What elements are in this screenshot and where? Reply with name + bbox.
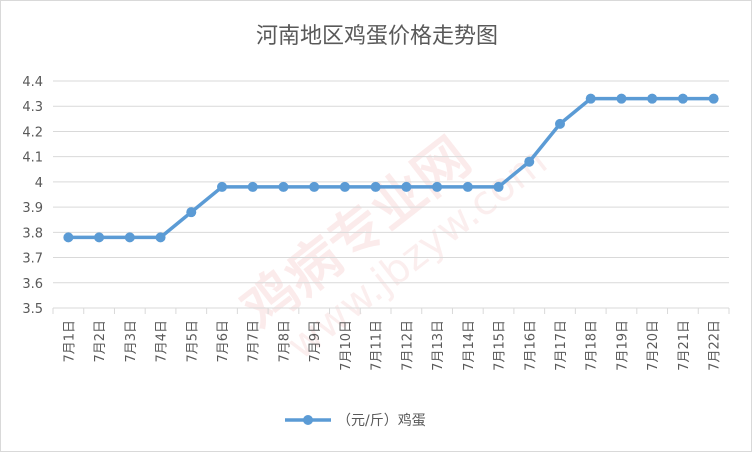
data-point [555, 118, 565, 129]
data-point [585, 93, 596, 104]
y-tick-label: 3.7 [22, 252, 43, 267]
x-tick-label: 7月2日 [93, 320, 108, 363]
x-tick-label: 7月8日 [277, 320, 292, 363]
data-point [524, 156, 535, 167]
legend-marker [303, 415, 313, 425]
data-point [155, 232, 166, 243]
data-point [186, 207, 197, 218]
y-tick-label: 3.8 [22, 226, 43, 241]
data-point [63, 232, 74, 243]
x-tick-label: 7月19日 [615, 320, 630, 371]
y-tick-label: 4.4 [22, 75, 43, 90]
x-tick-label: 7月5日 [185, 320, 200, 363]
data-point [462, 181, 473, 192]
x-tick-label: 7月22日 [708, 320, 723, 371]
x-tick-label: 7月1日 [62, 320, 77, 363]
x-tick-label: 7月6日 [216, 320, 231, 363]
x-tick-label: 7月7日 [247, 320, 262, 363]
y-tick-label: 4 [35, 176, 43, 191]
y-tick-label: 4.1 [22, 151, 43, 166]
series-line [66, 96, 716, 240]
x-tick-label: 7月18日 [585, 320, 600, 371]
x-tick-label: 7月9日 [308, 320, 323, 363]
x-tick-label: 7月3日 [124, 320, 139, 363]
data-point [94, 232, 105, 243]
x-tick-label: 7月14日 [462, 320, 477, 371]
x-tick-label: 7月12日 [400, 320, 415, 371]
data-point [677, 93, 688, 104]
data-point [124, 232, 135, 243]
data-point [432, 181, 443, 192]
data-point [401, 181, 412, 192]
data-point [339, 181, 350, 192]
x-tick-label: 7月10日 [339, 320, 354, 371]
y-tick-label: 3.5 [22, 302, 43, 317]
x-tick-label: 7月13日 [431, 320, 446, 371]
chart-title: 河南地区鸡蛋价格走势图 [256, 24, 498, 49]
data-point [309, 181, 320, 192]
legend-label: （元/斤）鸡蛋 [337, 412, 426, 429]
series-group [63, 93, 719, 243]
y-tick-label: 4.3 [22, 100, 43, 115]
x-tick-label: 7月16日 [523, 320, 538, 371]
x-axis: 7月1日 7月2日 7月3日 7月4日 7月5日 7月6日 7月7日 7月8日 7月9日 7月10… [52, 307, 730, 371]
y-axis: 3.5 3.6 3.7 3.8 3.9 4 4.1 4.2 4.3 4.4 [22, 75, 43, 317]
x-tick-label: 7月21日 [677, 320, 692, 371]
data-point [370, 181, 381, 192]
x-tick-label: 7月4日 [155, 320, 170, 363]
data-point [278, 181, 289, 192]
y-tick-label: 4.2 [22, 125, 43, 140]
grid-lines [53, 80, 729, 309]
data-point [217, 181, 227, 192]
legend: （元/斤）鸡蛋 [285, 412, 426, 429]
y-tick-label: 3.9 [22, 201, 43, 216]
data-point [708, 93, 719, 104]
x-tick-label: 7月17日 [554, 320, 569, 371]
data-point [616, 93, 627, 104]
x-tick-label: 7月15日 [493, 320, 508, 371]
y-tick-label: 3.6 [22, 277, 43, 292]
x-tick-label: 7月11日 [370, 320, 385, 371]
data-point [493, 181, 504, 192]
data-point [647, 93, 658, 104]
data-point [247, 181, 258, 192]
x-tick-label: 7月20日 [646, 320, 661, 371]
